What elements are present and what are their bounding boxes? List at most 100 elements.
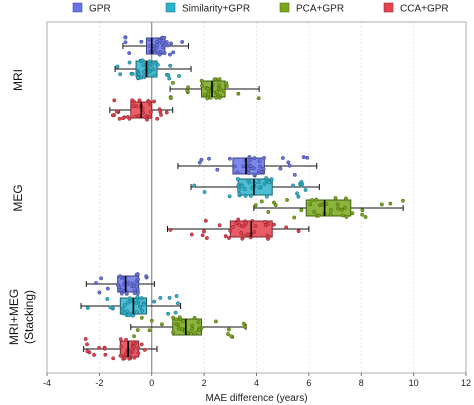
data-point	[118, 353, 123, 358]
data-point	[122, 303, 127, 308]
data-point	[333, 196, 338, 201]
data-point	[138, 304, 142, 309]
data-point	[174, 322, 178, 326]
data-point	[287, 163, 292, 168]
data-point	[248, 163, 253, 168]
data-point	[202, 229, 206, 234]
data-point	[132, 355, 137, 360]
x-axis: -4 -2 0 2 4 6 8 10 12	[43, 373, 471, 388]
data-point	[199, 78, 204, 83]
data-point	[123, 40, 128, 45]
data-point	[286, 160, 291, 165]
data-point	[122, 311, 127, 316]
data-point	[155, 43, 160, 48]
x-tick-label: -4	[43, 378, 51, 388]
data-point	[175, 301, 180, 306]
box-iqr	[305, 199, 352, 217]
data-point	[112, 98, 117, 103]
data-point	[291, 183, 296, 188]
data-point	[94, 281, 98, 285]
x-axis-title: MAE difference (years)	[205, 393, 307, 404]
data-point	[114, 109, 119, 114]
data-point	[141, 302, 146, 307]
data-point	[214, 95, 219, 100]
data-point	[139, 75, 144, 80]
data-point	[261, 166, 266, 171]
data-point	[216, 83, 221, 88]
data-point	[166, 311, 171, 316]
group-label: MEG	[11, 184, 25, 211]
data-point	[197, 160, 202, 165]
data-point	[140, 58, 145, 63]
data-point	[205, 86, 210, 91]
data-point	[85, 305, 90, 310]
x-tick-label: 10	[409, 378, 419, 388]
data-point	[262, 155, 267, 160]
data-point	[257, 185, 262, 190]
legend-label: PCA+GPR	[296, 4, 344, 15]
data-point	[160, 45, 165, 50]
data-point	[246, 171, 251, 176]
data-point	[252, 230, 257, 235]
box-pca-gpr	[253, 196, 405, 220]
data-point	[140, 308, 145, 313]
data-point	[226, 327, 231, 332]
data-point	[343, 196, 348, 201]
data-point	[300, 182, 305, 187]
data-point	[135, 281, 140, 286]
data-point	[246, 167, 251, 172]
data-point	[236, 91, 241, 96]
data-point	[342, 205, 347, 210]
data-point	[179, 327, 184, 332]
data-point	[278, 166, 283, 171]
data-point	[237, 192, 242, 196]
data-point	[328, 208, 333, 213]
box-cca-gpr	[166, 217, 310, 241]
data-point	[235, 177, 240, 181]
data-point	[168, 227, 173, 232]
data-point	[134, 300, 139, 305]
data-point	[248, 158, 253, 162]
data-point	[119, 344, 124, 349]
data-point	[131, 104, 136, 109]
data-point	[130, 281, 135, 286]
data-point	[139, 39, 144, 44]
data-point	[136, 351, 141, 356]
data-point	[241, 321, 246, 326]
legend-label: Similarity+GPR	[182, 4, 250, 15]
data-point	[185, 88, 190, 93]
data-point	[264, 176, 269, 181]
data-point	[171, 315, 176, 320]
data-point	[165, 43, 170, 48]
data-point	[144, 274, 149, 279]
data-point	[108, 305, 113, 310]
box-pca-gpr	[130, 315, 248, 339]
data-point	[115, 64, 120, 69]
data-point	[171, 330, 176, 335]
data-point	[203, 218, 208, 223]
data-point	[180, 319, 185, 324]
data-point	[269, 177, 274, 182]
data-point	[284, 225, 289, 230]
data-point	[131, 340, 136, 345]
data-point	[296, 229, 301, 234]
data-point	[110, 113, 115, 118]
data-point	[135, 272, 140, 277]
data-point	[167, 76, 172, 81]
data-point	[135, 294, 140, 299]
data-point	[85, 349, 90, 354]
data-point	[264, 194, 269, 199]
data-point	[157, 39, 162, 44]
data-point	[189, 232, 194, 237]
data-point	[134, 310, 139, 315]
data-point	[155, 62, 160, 67]
data-point	[136, 113, 141, 118]
data-point	[204, 236, 209, 241]
data-point	[379, 202, 384, 207]
data-point	[199, 157, 204, 162]
data-point	[308, 202, 313, 207]
x-tick-label: 8	[359, 378, 364, 388]
data-point	[316, 213, 321, 218]
data-point	[97, 345, 102, 350]
data-point	[217, 223, 222, 228]
